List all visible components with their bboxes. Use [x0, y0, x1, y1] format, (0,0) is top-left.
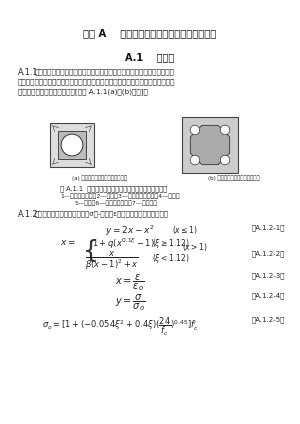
Text: (a) 钢管混凝土单圆管混合结构截面: (a) 钢管混凝土单圆管混合结构截面 — [72, 175, 127, 181]
Circle shape — [190, 125, 200, 135]
Text: 钢管内混凝土单调受压应力（σ）-应变（ε）关系按按下列公式计算：: 钢管内混凝土单调受压应力（σ）-应变（ε）关系按按下列公式计算： — [35, 210, 169, 217]
Text: 附录 A    钢管混凝土混合结构的材料本构模型: 附录 A 钢管混凝土混合结构的材料本构模型 — [83, 28, 217, 38]
Text: A.1    混凝土: A.1 混凝土 — [125, 52, 175, 62]
Text: $x = \dfrac{\varepsilon}{\varepsilon_o}$: $x = \dfrac{\varepsilon}{\varepsilon_o}$ — [115, 272, 145, 293]
Text: （A.1.2-5）: （A.1.2-5） — [251, 316, 285, 323]
Bar — [182, 117, 238, 173]
Polygon shape — [190, 126, 230, 165]
Text: 采用纤维模型法进行钢管混凝土混合结构的分析时，钢管内混凝土的本构: 采用纤维模型法进行钢管混凝土混合结构的分析时，钢管内混凝土的本构 — [35, 68, 175, 75]
Circle shape — [220, 155, 230, 165]
Text: （A.1.2-3）: （A.1.2-3） — [251, 272, 285, 279]
Text: （A.1.2-4）: （A.1.2-4） — [251, 292, 285, 298]
Text: （A.1.2-1）: （A.1.2-1） — [251, 224, 285, 231]
Circle shape — [220, 125, 230, 135]
Circle shape — [61, 134, 83, 156]
Text: $(\xi \geq 1.12)$: $(\xi \geq 1.12)$ — [152, 237, 190, 250]
Text: A.1.2: A.1.2 — [18, 210, 38, 219]
Text: （A.1.2-2）: （A.1.2-2） — [251, 250, 285, 257]
Text: $(\xi < 1.12)$: $(\xi < 1.12)$ — [152, 252, 190, 265]
Text: 1—钢管内混凝土；2—钢管；3—箍筋约束混凝土；4—钢筋；: 1—钢管内混凝土；2—钢管；3—箍筋约束混凝土；4—钢筋； — [60, 193, 180, 198]
Text: $(x \leq 1)$: $(x \leq 1)$ — [172, 224, 198, 236]
Text: $y = 2x - x^2$: $y = 2x - x^2$ — [105, 224, 155, 238]
Text: 约束混凝土和箍筋约束混凝土[如图 A.1.1(a)和(b)所示]。: 约束混凝土和箍筋约束混凝土[如图 A.1.1(a)和(b)所示]。 — [18, 88, 148, 95]
Bar — [58, 131, 86, 159]
Text: A.1.1: A.1.1 — [18, 68, 38, 77]
Text: 5—箍筋；6—无约束混凝土；7—空心部分: 5—箍筋；6—无约束混凝土；7—空心部分 — [75, 200, 158, 206]
Text: $\{$: $\{$ — [82, 237, 97, 264]
Bar — [50, 123, 94, 167]
Text: 模型应考虑钢管的约束作用。钢管混凝土加劲混合结构中，钢管外包混凝土分为无: 模型应考虑钢管的约束作用。钢管混凝土加劲混合结构中，钢管外包混凝土分为无 — [18, 78, 175, 85]
Text: (b) 钢管混凝土加劲混合结构截面: (b) 钢管混凝土加劲混合结构截面 — [208, 175, 260, 181]
Text: $\sigma_o = [1+(-0.054\xi^2+0.4\xi)(\dfrac{24}{f_c})^{0.45}]f_c'$: $\sigma_o = [1+(-0.054\xi^2+0.4\xi)(\dfr… — [42, 316, 198, 338]
Text: $y = \dfrac{\sigma}{\sigma_o}$: $y = \dfrac{\sigma}{\sigma_o}$ — [115, 292, 145, 313]
Text: $\dfrac{x}{\beta(x-1)^2+x}$: $\dfrac{x}{\beta(x-1)^2+x}$ — [85, 250, 139, 272]
Text: $(x > 1)$: $(x > 1)$ — [182, 241, 208, 253]
Text: 图 A.1.1  钢管混凝土加劲混合结构截面材料组成示意图: 图 A.1.1 钢管混凝土加劲混合结构截面材料组成示意图 — [60, 185, 167, 192]
Text: $1+q(x^{0.1\xi}-1)$: $1+q(x^{0.1\xi}-1)$ — [92, 237, 154, 251]
Circle shape — [190, 155, 200, 165]
Text: $x =$: $x =$ — [60, 238, 76, 247]
